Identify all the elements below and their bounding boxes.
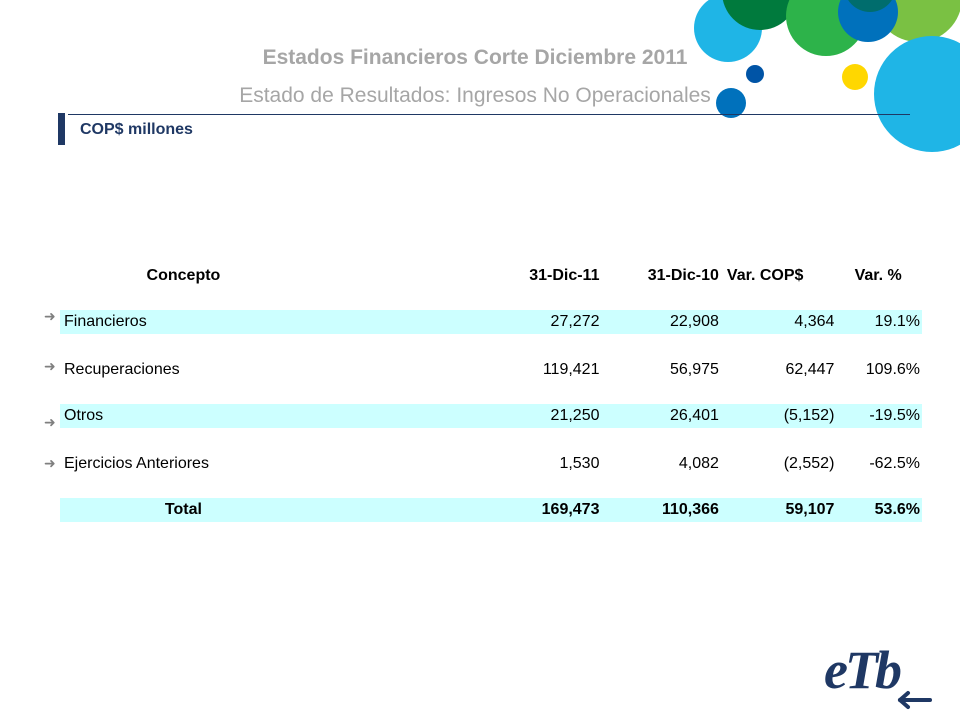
circle-small-navy [746,65,764,83]
col-header-dic11: 31-Dic-11 [529,267,600,284]
cell-dic11: 21,250 [550,407,600,424]
cell-dic10: 22,908 [670,313,719,330]
logo-arrow-head-bottom [898,698,910,709]
cell-var-pct: 19.1% [874,313,921,330]
cell-concepto: Otros [64,407,104,424]
cell-dic11: 27,272 [550,313,600,330]
circle-big-light-blue [874,36,960,152]
cell-total-label: Total [164,501,202,518]
cell-concepto: Financieros [64,313,147,330]
cell-total-dic10: 110,366 [661,501,719,518]
units-label: COP$ millones [80,121,193,138]
cell-var-pct: -62.5% [869,455,921,472]
cell-concepto: Ejercicios Anteriores [64,455,209,472]
decorative-circles [694,0,960,152]
cell-dic11: 1,530 [559,455,600,472]
etb-logo: eTb [824,640,932,709]
page-subtitle: Estado de Resultados: Ingresos No Operac… [239,84,711,107]
cell-total-var-pct: 53.6% [874,501,921,518]
cell-var-cop: 4,364 [794,313,835,330]
bullet-arrow-icon: ➜ [44,358,56,374]
table-total-row: Total 169,473 110,366 59,107 53.6% [60,498,922,522]
cell-dic11: 119,421 [542,361,600,378]
cell-dic10: 4,082 [678,455,719,472]
col-header-dic10: 31-Dic-10 [647,267,719,284]
cell-var-pct: -19.5% [869,407,921,424]
col-header-concepto: Concepto [146,267,221,284]
cell-dic10: 56,975 [670,361,719,378]
table-header: Concepto 31-Dic-11 31-Dic-10 Var. COP$ V… [60,264,922,288]
accent-bar [58,113,65,145]
cell-var-cop: (2,552) [783,455,835,472]
col-header-var-cop: Var. COP$ [726,267,804,284]
circle-dark-green [722,0,798,30]
cell-var-cop: 62,447 [785,361,835,378]
header-divider [68,114,910,115]
cell-var-pct: 109.6% [865,361,921,378]
table-row: Financieros 27,272 22,908 4,364 19.1% [60,310,922,334]
bullet-arrow-icon: ➜ [44,455,56,471]
circle-blue [838,0,898,42]
page-title: Estados Financieros Corte Diciembre 2011 [262,46,688,69]
cell-concepto: Recuperaciones [64,361,180,378]
bullet-arrow-icon: ➜ [44,414,56,430]
cell-total-dic11: 169,473 [541,501,600,518]
circle-dark-teal [848,0,892,12]
logo-text: eTb [824,640,901,700]
cell-total-var-cop: 59,107 [785,501,835,518]
table-row: Recuperaciones 119,421 56,975 62,447 109… [60,358,922,382]
col-header-var-pct: Var. % [854,267,902,284]
cell-dic10: 26,401 [670,407,719,424]
circle-mid-blue [716,88,746,118]
circle-yellow [842,64,868,90]
table-row: Otros 21,250 26,401 (5,152) -19.5% [60,404,922,428]
cell-var-cop: (5,152) [783,407,835,424]
bullet-arrow-icon: ➜ [44,308,56,324]
table-row: Ejercicios Anteriores 1,530 4,082 (2,552… [60,452,922,476]
